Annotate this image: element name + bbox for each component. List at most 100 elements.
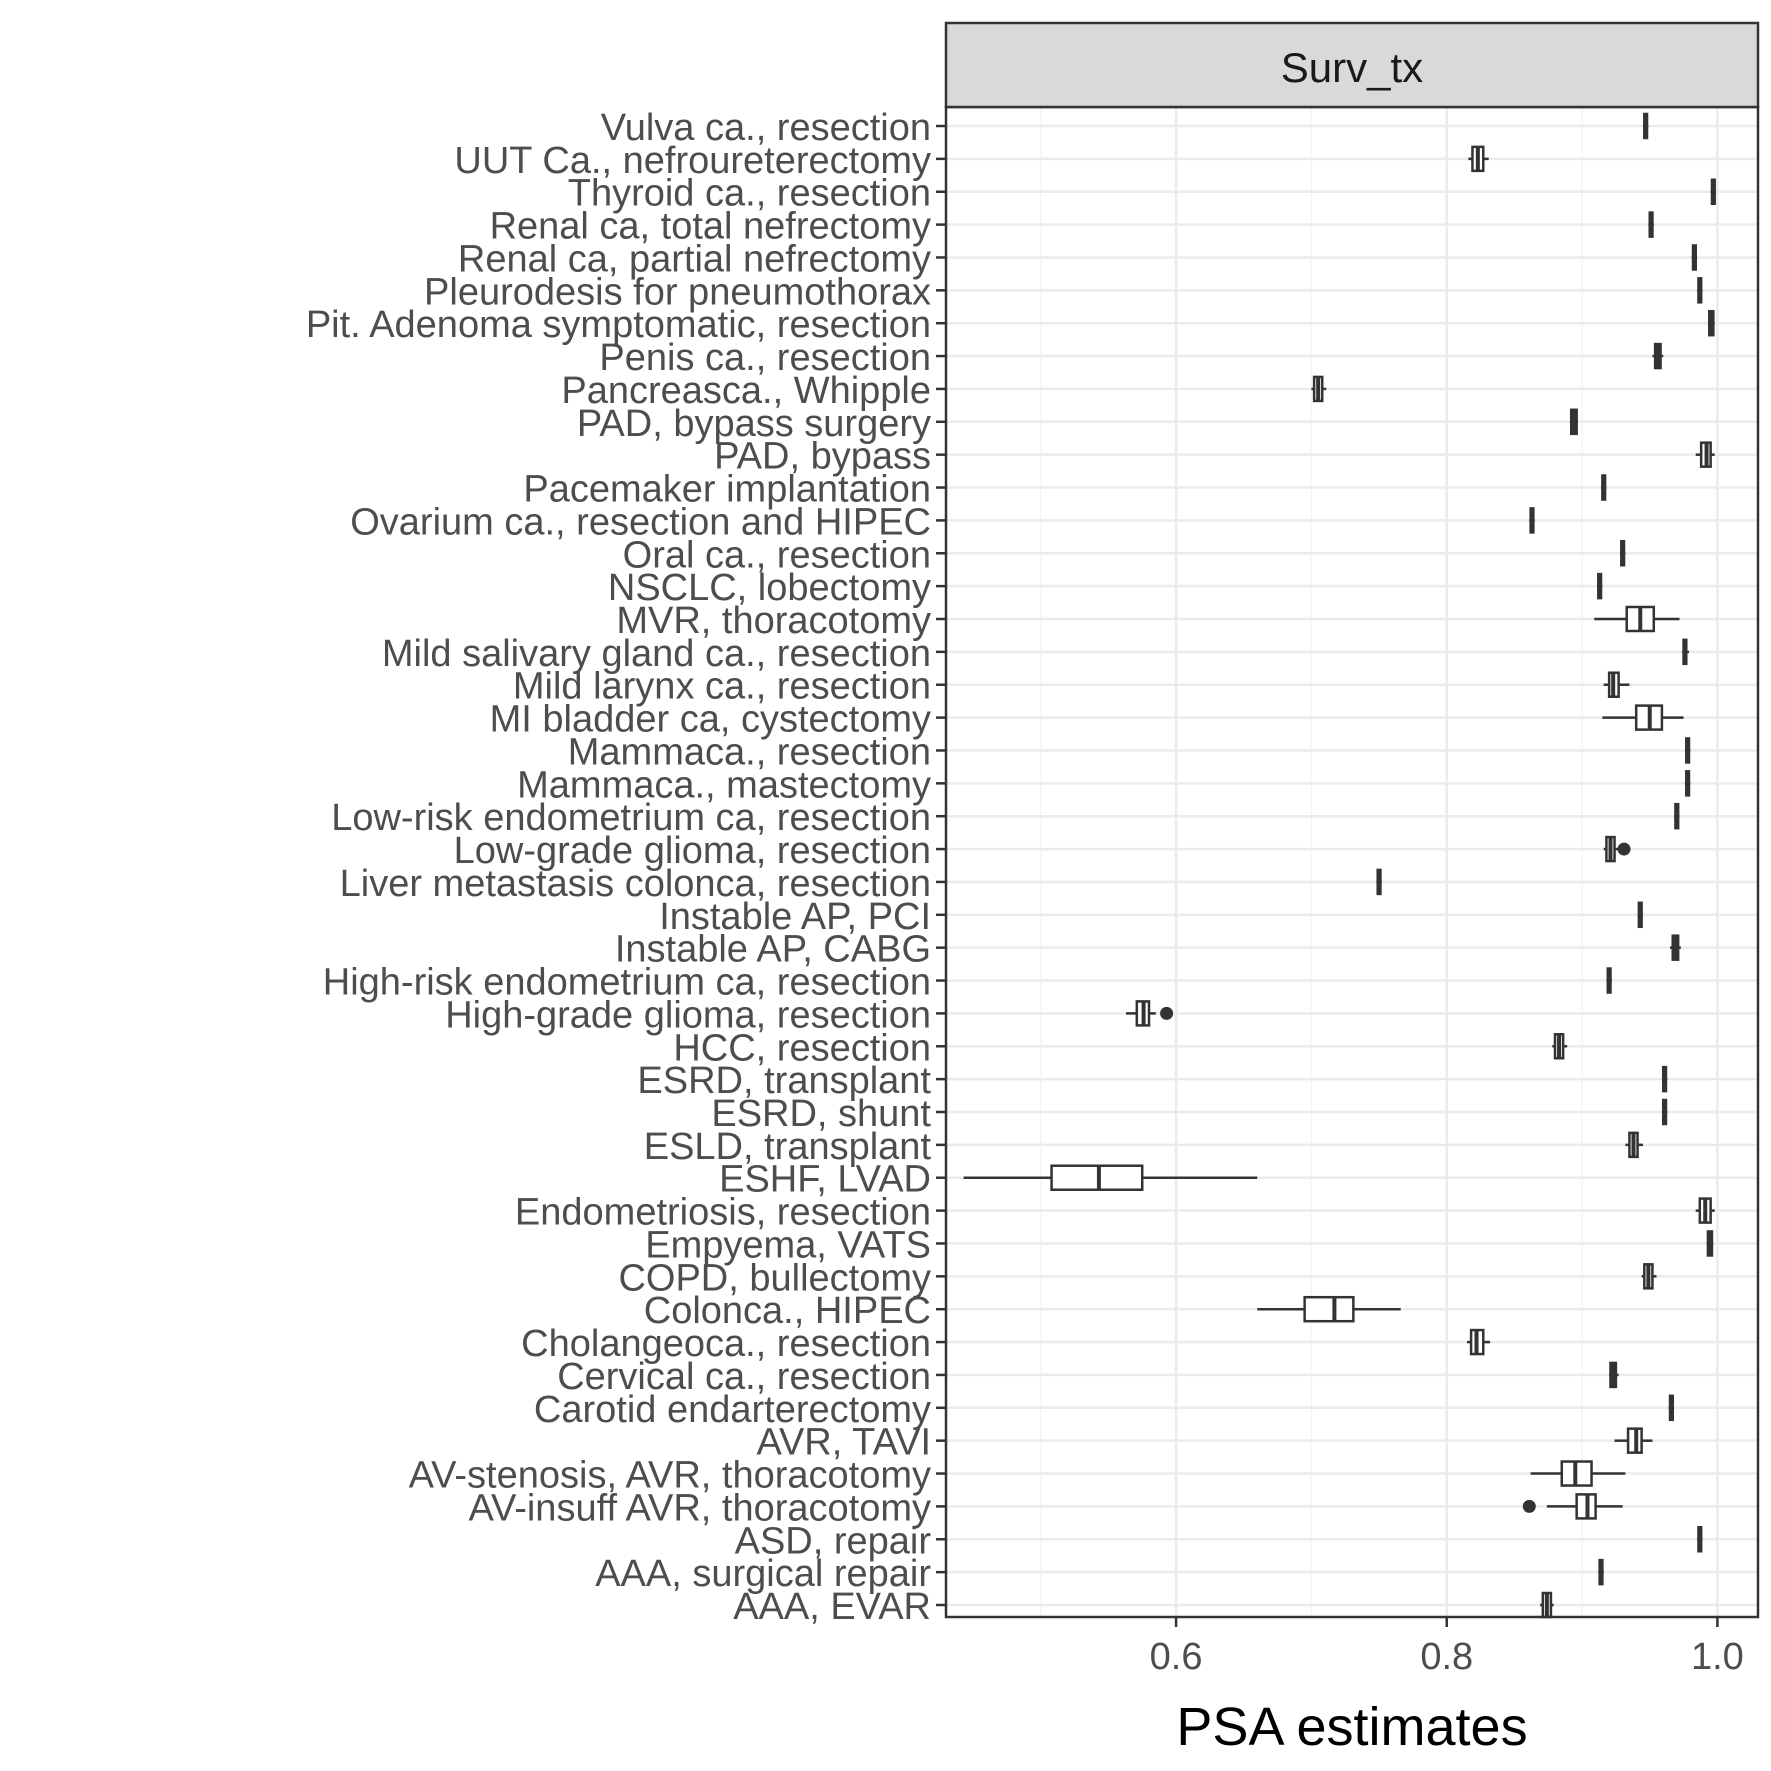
category-label: Low-grade glioma, resection [454, 830, 931, 872]
box-3 [1710, 178, 1717, 205]
category-label: MVR, thoracotomy [616, 600, 931, 642]
box-iqr [1303, 1295, 1355, 1323]
category-label: Renal ca, total nefrectomy [490, 206, 931, 248]
box-10 [1569, 408, 1579, 436]
box-31 [1661, 1098, 1668, 1126]
category-label: High-grade glioma, resection [445, 994, 931, 1036]
category-label: ESHF, LVAD [719, 1159, 931, 1201]
category-label: Instable AP, CABG [615, 929, 931, 971]
category-label: ASD, repair [735, 1520, 932, 1562]
x-axis-title: PSA estimates [1176, 1697, 1527, 1757]
category-label: Liver metastasis colonca, resection [340, 863, 931, 905]
category-label: Penis ca., resection [599, 337, 931, 379]
box-19 [1602, 704, 1684, 731]
box-25 [1637, 901, 1643, 929]
category-label: Empyema, VATS [645, 1224, 931, 1266]
category-label: MI bladder ca, cystectomy [490, 699, 931, 741]
box-2 [1468, 145, 1489, 173]
box-21 [1684, 770, 1691, 797]
box-34 [1695, 1197, 1715, 1224]
category-label: Colonca., HIPEC [644, 1290, 931, 1332]
panel-border [944, 105, 1760, 1619]
x-tick-label: 0.6 [1150, 1636, 1203, 1678]
facet-strip-label: Surv_tx [1281, 44, 1423, 91]
category-label: Pit. Adenoma symptomatic, resection [306, 304, 931, 346]
box-series [963, 112, 1717, 1619]
outlier-point [1160, 1006, 1174, 1020]
category-label: ESRD, shunt [711, 1093, 931, 1135]
box-iqr [1050, 1164, 1144, 1191]
box-29 [1552, 1033, 1568, 1060]
category-label: Renal ca, partial nefrectomy [458, 238, 931, 280]
box-17 [1682, 638, 1689, 666]
category-label: High-risk endometrium ca, resection [323, 962, 931, 1004]
x-tick-label: 1.0 [1691, 1636, 1744, 1678]
box-22 [1674, 802, 1680, 830]
box-16 [1594, 605, 1680, 633]
box-39 [1609, 1361, 1619, 1389]
box-9 [1311, 375, 1327, 403]
category-label: Pancreasca., Whipple [561, 370, 931, 412]
box-27 [1606, 967, 1612, 994]
box-12 [1601, 474, 1607, 501]
category-label: Pacemaker implantation [523, 469, 931, 511]
category-label: Oral ca., resection [623, 534, 931, 576]
box-43 [1522, 1493, 1623, 1520]
box-35 [1706, 1230, 1714, 1257]
category-label: AVR, TAVI [756, 1422, 931, 1464]
grid-lines [946, 107, 1758, 1617]
category-label: COPD, bullectomy [618, 1257, 931, 1299]
category-label: Thyroid ca., resection [568, 173, 931, 215]
box-46 [1540, 1591, 1554, 1619]
category-label: ESLD, transplant [644, 1126, 932, 1168]
category-label: ESRD, transplant [637, 1060, 931, 1102]
box-32 [1625, 1131, 1643, 1159]
box-6 [1697, 277, 1703, 304]
box-40 [1668, 1394, 1675, 1422]
category-label: HCC, resection [673, 1027, 931, 1069]
category-label: UUT Ca., nefroureterectomy [454, 140, 931, 182]
box-30 [1661, 1065, 1668, 1093]
category-label: Mammaca., mastectomy [517, 764, 931, 806]
category-label: Instable AP, PCI [659, 896, 931, 938]
box-1 [1642, 112, 1649, 140]
category-label: Ovarium ca., resection and HIPEC [350, 501, 931, 543]
category-label: Cholangeoca., resection [521, 1323, 931, 1365]
category-label: NSCLC, lobectomy [608, 567, 931, 609]
category-label: Carotid endarterectomy [534, 1389, 931, 1431]
outlier-point [1617, 842, 1631, 856]
category-label: Endometriosis, resection [515, 1192, 931, 1234]
box-41 [1614, 1427, 1653, 1454]
category-label: Mild salivary gland ca., resection [382, 633, 931, 675]
category-label: AV-insuff AVR, thoracotomy [468, 1487, 931, 1529]
category-label: AAA, surgical repair [595, 1553, 931, 1595]
category-label: Mammaca., resection [568, 731, 931, 773]
box-4 [1648, 211, 1654, 238]
box-15 [1596, 572, 1603, 600]
category-label: Mild larynx ca., resection [513, 666, 931, 708]
category-label: Cervical ca., resection [557, 1356, 931, 1398]
box-8 [1652, 342, 1664, 370]
box-45 [1598, 1558, 1604, 1586]
x-axis-ticks: 0.6 0.8 1.0 [936, 124, 1744, 1678]
category-label: Vulva ca., resection [601, 107, 931, 149]
box-5 [1691, 244, 1698, 271]
box-11 [1695, 441, 1715, 468]
box-36 [1641, 1263, 1657, 1290]
category-label: PAD, bypass [714, 436, 931, 478]
box-18 [1603, 671, 1630, 698]
category-label: Low-risk endometrium ca, resection [331, 797, 931, 839]
box-14 [1619, 540, 1626, 567]
box-33 [963, 1164, 1258, 1191]
box-28 [1125, 1000, 1174, 1027]
box-20 [1684, 737, 1691, 764]
x-tick-label: 0.8 [1420, 1636, 1473, 1678]
box-44 [1697, 1526, 1703, 1553]
box-26 [1670, 934, 1681, 961]
box-37 [1257, 1295, 1401, 1323]
category-label: PAD, bypass surgery [577, 403, 931, 445]
category-label: AAA, EVAR [733, 1586, 931, 1628]
category-label: Pleurodesis for pneumothorax [424, 271, 931, 313]
box-42 [1530, 1460, 1626, 1487]
